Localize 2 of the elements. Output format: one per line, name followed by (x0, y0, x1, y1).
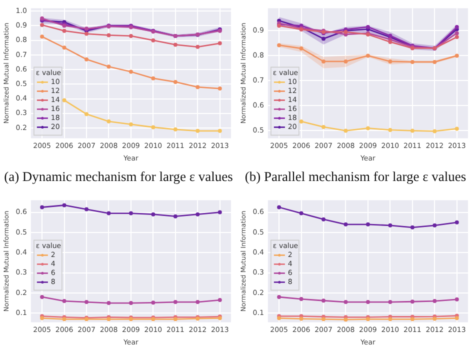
text: (b) Parallel mechanism for large ε values (244, 169, 468, 185)
text: (a) Dynamic mechanism for large ε values (3, 169, 234, 185)
